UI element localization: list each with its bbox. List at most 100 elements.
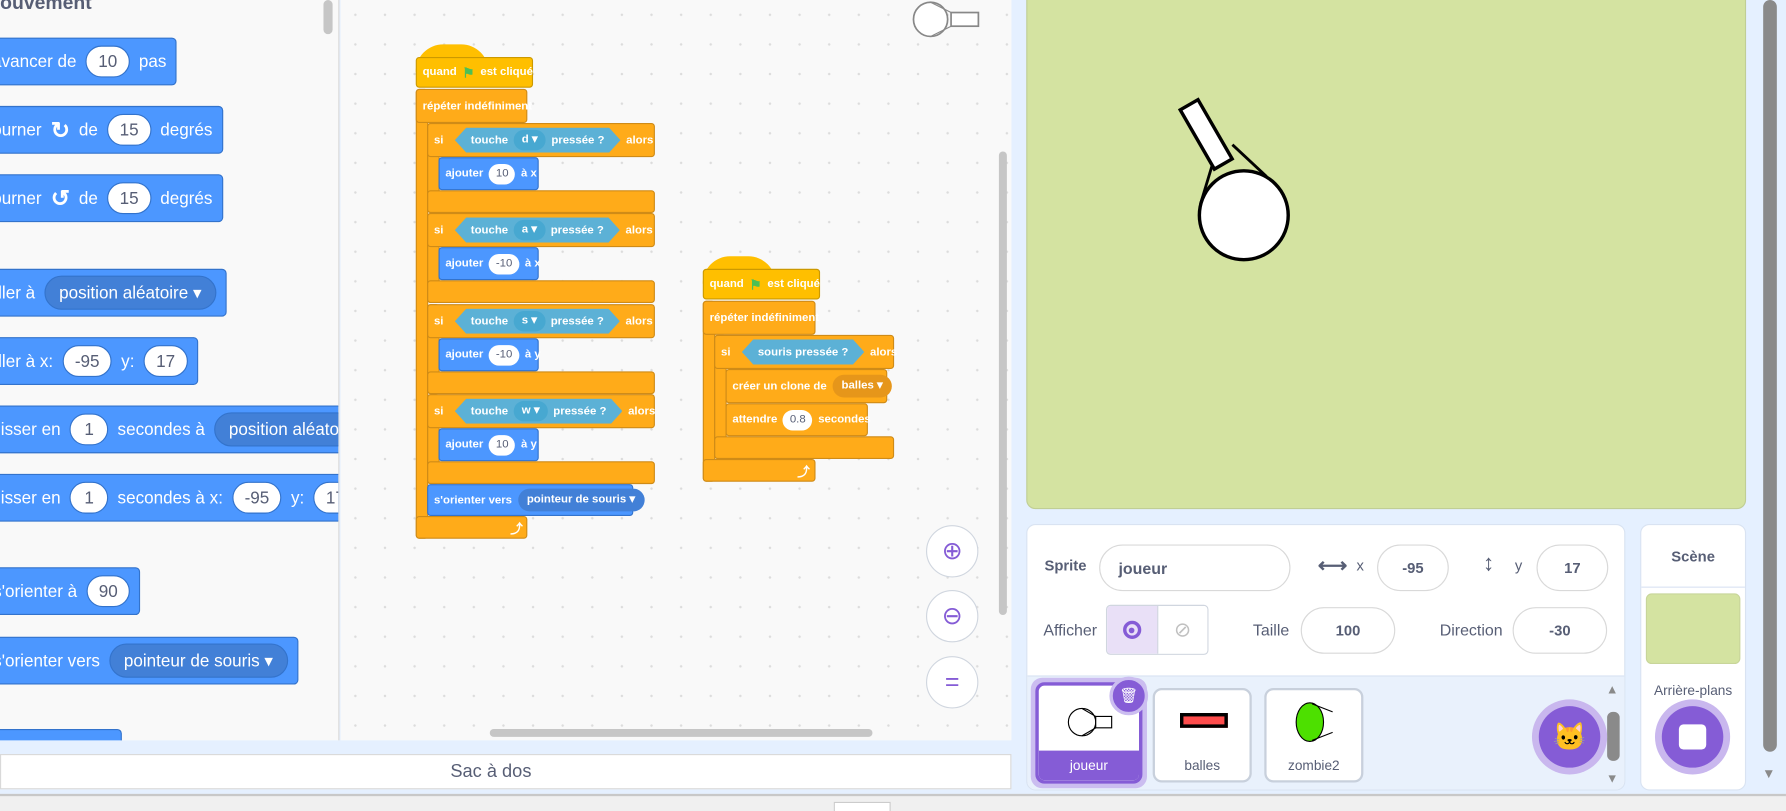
- key-dropdown[interactable]: s: [521, 314, 529, 327]
- number-input[interactable]: -95: [232, 481, 282, 514]
- sprite-list-scrollbar[interactable]: [1607, 711, 1620, 761]
- block-text: touche: [470, 133, 509, 147]
- sensing-key-pressed[interactable]: touche a ▾ pressée ?: [455, 218, 620, 243]
- dropdown[interactable]: pointeur de souris ▾: [109, 643, 288, 678]
- delete-sprite-button[interactable]: 🗑: [1109, 676, 1149, 716]
- hide-button[interactable]: ⊘: [1157, 605, 1208, 654]
- palette-block[interactable]: s'orienter à 90: [0, 567, 141, 616]
- sprite-name: joueur: [1038, 750, 1139, 781]
- backdrop-thumbnail[interactable]: [1645, 593, 1741, 665]
- key-dropdown[interactable]: a ▾: [514, 220, 545, 241]
- palette-block[interactable]: glisser en 1 secondes à position aléatoire …: [0, 405, 339, 454]
- number-input[interactable]: -10: [489, 253, 520, 274]
- sensing-key-pressed[interactable]: touche w ▾ pressée ?: [455, 399, 623, 424]
- if-block[interactable]: si touche d ▾ pressée ? alors: [427, 123, 655, 158]
- number-input[interactable]: 10: [489, 163, 516, 184]
- palette-block[interactable]: aller à x: -95 y: 17: [0, 337, 198, 385]
- player-sprite[interactable]: [1027, 0, 1747, 510]
- backpack-bar[interactable]: Sac à dos: [0, 754, 1012, 790]
- change-block[interactable]: ajouter -10 à y: [438, 338, 541, 372]
- y-input[interactable]: 17: [1536, 544, 1609, 592]
- target-dropdown[interactable]: pointeur de souris: [526, 493, 627, 506]
- palette-block[interactable]: tourner ↺ de 15 degrés: [0, 174, 223, 223]
- block-text: alors: [628, 404, 656, 418]
- code-area[interactable]: quand ⚑ est cliqué répéter indéfiniment ⤴ si t…: [340, 0, 1012, 741]
- create-clone-block[interactable]: créer un clone de balles ▾: [725, 369, 892, 404]
- dropdown[interactable]: position aléatoire ▾: [214, 412, 339, 447]
- point-towards-block[interactable]: s'orienter vers pointeur de souris ▾: [427, 484, 645, 516]
- dropdown-arrow-icon: ▾: [528, 223, 538, 236]
- key-dropdown[interactable]: d ▾: [514, 130, 546, 151]
- sprite-list-scroll-down[interactable]: ▼: [1605, 772, 1619, 786]
- sprite-name-input[interactable]: joueur: [1099, 544, 1291, 592]
- block-text: degrés: [160, 188, 213, 208]
- number-input[interactable]: 10: [489, 434, 516, 456]
- zoom-out-button[interactable]: ⊖: [926, 590, 979, 643]
- number-input[interactable]: -10: [489, 344, 520, 366]
- number-input[interactable]: 1: [69, 413, 109, 446]
- sprite-tile-zombie2[interactable]: zombie2: [1264, 687, 1364, 783]
- if-block[interactable]: si touche w ▾ pressée ? alors: [427, 394, 656, 429]
- palette-block-partial[interactable]: [0, 728, 122, 741]
- key-dropdown[interactable]: w ▾: [514, 401, 548, 422]
- zoom-reset-icon: =: [944, 667, 960, 696]
- zoom-reset-button[interactable]: =: [926, 656, 979, 709]
- block-text: aller à x:: [0, 351, 54, 371]
- key-dropdown[interactable]: w: [521, 404, 531, 417]
- number-input[interactable]: 0.8: [783, 409, 813, 430]
- if-block[interactable]: si souris pressée ? alors: [714, 334, 897, 370]
- palette-block[interactable]: tourner ↻ de 15 degrés: [0, 105, 223, 154]
- script1-when-flag-clicked[interactable]: quand ⚑ est cliqué: [415, 56, 534, 88]
- add-sprite-button[interactable]: 🐱: [1531, 699, 1608, 775]
- change-block[interactable]: ajouter -10 à x: [438, 247, 541, 281]
- sensing-key-pressed[interactable]: touche d ▾ pressée ?: [455, 128, 621, 153]
- number-input[interactable]: 1: [69, 481, 109, 514]
- if-block[interactable]: si touche a ▾ pressée ? alors: [427, 212, 655, 248]
- code-horizontal-scrollbar[interactable]: [489, 728, 873, 737]
- number-input[interactable]: 17: [313, 481, 339, 514]
- stage[interactable]: [1026, 0, 1747, 510]
- number-input[interactable]: -95: [62, 345, 113, 378]
- rotate-left-icon: ↺: [50, 186, 70, 212]
- forever-block[interactable]: répéter indéfiniment: [702, 300, 819, 335]
- size-input[interactable]: 100: [1300, 607, 1396, 654]
- sprite-list-scroll-up[interactable]: ▲: [1605, 683, 1619, 698]
- forever-block[interactable]: répéter indéfiniment: [415, 88, 532, 124]
- palette-block[interactable]: glisser en 1 secondes à x: -95 y: 17: [0, 473, 339, 522]
- if-block[interactable]: si touche s ▾ pressée ? alors: [427, 304, 655, 339]
- code-vertical-scrollbar[interactable]: [998, 151, 1007, 616]
- sensing-key-pressed[interactable]: touche s ▾ pressée ?: [455, 309, 620, 334]
- zoom-in-button[interactable]: ⊕: [926, 525, 979, 578]
- palette-scrollbar[interactable]: [323, 0, 333, 35]
- number-input[interactable]: 17: [143, 345, 188, 378]
- dropdown[interactable]: position aléatoire ▾: [44, 275, 217, 310]
- forever-bottom: [415, 515, 528, 539]
- direction-input[interactable]: -30: [1512, 607, 1608, 654]
- key-dropdown[interactable]: a: [521, 223, 529, 236]
- number-input[interactable]: 15: [107, 113, 152, 146]
- show-button[interactable]: [1107, 605, 1158, 654]
- add-backdrop-button[interactable]: [1654, 699, 1731, 775]
- number-input[interactable]: 10: [85, 45, 130, 78]
- bottom-tab[interactable]: [833, 801, 891, 811]
- change-block[interactable]: ajouter 10 à y: [438, 428, 539, 462]
- sensing-mouse-down[interactable]: souris pressée ?: [742, 339, 864, 364]
- change-block[interactable]: ajouter 10 à x: [438, 157, 539, 191]
- key-dropdown[interactable]: d: [521, 133, 529, 146]
- clone-dropdown[interactable]: balles: [841, 379, 874, 392]
- sprite-tile-joueur[interactable]: joueur: [1035, 682, 1143, 784]
- palette-block[interactable]: aller à position aléatoire ▾: [0, 268, 227, 317]
- palette-block[interactable]: s'orienter vers pointeur de souris ▾: [0, 636, 299, 685]
- x-input[interactable]: -95: [1377, 544, 1449, 592]
- wait-block[interactable]: attendre 0.8 secondes: [725, 403, 871, 437]
- key-dropdown[interactable]: s ▾: [514, 311, 545, 332]
- target-dropdown[interactable]: pointeur de souris ▾: [517, 488, 645, 512]
- number-input[interactable]: 15: [107, 182, 152, 215]
- window-scrollbar[interactable]: [1763, 0, 1777, 752]
- script2-when-flag-clicked[interactable]: quand ⚑ est cliqué: [702, 268, 821, 300]
- palette-block[interactable]: avancer de 10 pas: [0, 37, 177, 86]
- window-scroll-down-icon[interactable]: ▼: [1762, 765, 1776, 782]
- number-input[interactable]: 90: [86, 575, 131, 608]
- sprite-tile-balles[interactable]: balles: [1152, 687, 1252, 783]
- clone-dropdown[interactable]: balles ▾: [832, 374, 892, 398]
